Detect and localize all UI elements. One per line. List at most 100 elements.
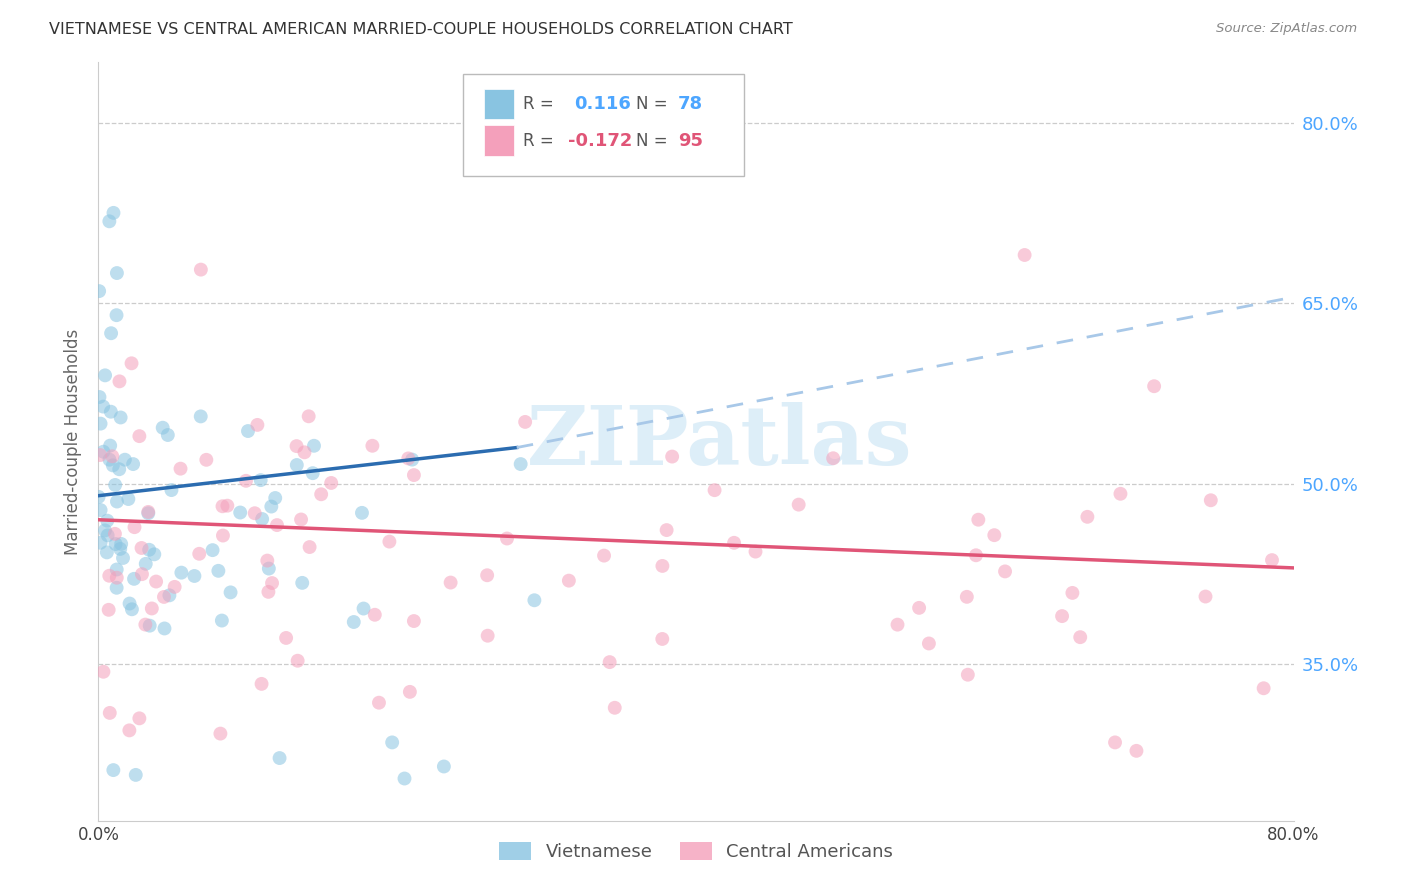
- Point: [956, 590, 979, 604]
- Point: [131, 567, 153, 582]
- Bar: [485, 89, 515, 120]
- Point: [1194, 590, 1216, 604]
- Point: [1125, 744, 1147, 758]
- Point: [394, 772, 416, 786]
- Point: [401, 452, 423, 467]
- Point: [136, 506, 159, 520]
- Y-axis label: Married-couple Households: Married-couple Households: [65, 328, 83, 555]
- Point: [558, 574, 581, 588]
- Point: [651, 558, 673, 573]
- Text: R =: R =: [523, 95, 554, 113]
- Point: [477, 629, 499, 643]
- Point: [128, 429, 150, 443]
- Point: [257, 585, 280, 599]
- Text: VIETNAMESE VS CENTRAL AMERICAN MARRIED-COUPLE HOUSEHOLDS CORRELATION CHART: VIETNAMESE VS CENTRAL AMERICAN MARRIED-C…: [49, 22, 793, 37]
- Point: [599, 655, 621, 669]
- Point: [350, 506, 373, 520]
- Point: [402, 614, 425, 628]
- Point: [153, 622, 176, 636]
- Point: [298, 409, 321, 424]
- Point: [378, 534, 401, 549]
- Point: [287, 654, 309, 668]
- Text: N =: N =: [637, 95, 668, 113]
- Text: 78: 78: [678, 95, 703, 113]
- Point: [104, 537, 127, 551]
- Text: -0.172: -0.172: [568, 131, 633, 150]
- Point: [256, 553, 278, 567]
- Point: [274, 631, 297, 645]
- Point: [250, 677, 273, 691]
- Point: [298, 540, 321, 554]
- Point: [94, 368, 117, 383]
- Bar: [485, 126, 515, 156]
- Legend: Vietnamese, Central Americans: Vietnamese, Central Americans: [491, 835, 901, 869]
- Point: [249, 473, 271, 487]
- Point: [103, 763, 125, 777]
- Point: [121, 356, 143, 370]
- Point: [94, 524, 117, 538]
- Point: [141, 601, 163, 615]
- Point: [110, 537, 132, 551]
- Point: [122, 572, 145, 586]
- Point: [723, 536, 745, 550]
- Point: [111, 551, 134, 566]
- Text: 95: 95: [678, 131, 703, 150]
- Point: [290, 512, 312, 526]
- Point: [1076, 509, 1098, 524]
- Point: [98, 439, 121, 453]
- Point: [156, 428, 179, 442]
- Point: [169, 461, 191, 475]
- Point: [209, 726, 232, 740]
- Point: [153, 590, 176, 604]
- Point: [105, 571, 128, 585]
- Point: [114, 452, 136, 467]
- Point: [125, 768, 148, 782]
- Point: [655, 523, 678, 537]
- Point: [90, 417, 112, 431]
- Point: [157, 588, 180, 602]
- Point: [101, 458, 124, 473]
- Text: Source: ZipAtlas.com: Source: ZipAtlas.com: [1216, 22, 1357, 36]
- Point: [152, 421, 174, 435]
- Point: [105, 581, 128, 595]
- Point: [908, 600, 931, 615]
- Point: [101, 450, 124, 464]
- Point: [250, 512, 273, 526]
- Point: [1109, 487, 1132, 501]
- Point: [603, 700, 626, 714]
- Point: [90, 503, 112, 517]
- Point: [190, 409, 212, 424]
- Point: [138, 618, 160, 632]
- Point: [98, 706, 121, 720]
- Point: [105, 494, 128, 508]
- Point: [399, 685, 422, 699]
- Point: [188, 547, 211, 561]
- Point: [89, 284, 111, 298]
- Point: [104, 526, 127, 541]
- Point: [266, 518, 288, 533]
- Point: [523, 593, 546, 607]
- Point: [956, 667, 979, 681]
- Point: [1261, 553, 1284, 567]
- Point: [967, 513, 990, 527]
- Point: [515, 415, 537, 429]
- Point: [994, 565, 1017, 579]
- Point: [143, 547, 166, 561]
- Point: [246, 417, 269, 432]
- Point: [118, 723, 141, 738]
- Point: [661, 450, 683, 464]
- Point: [108, 462, 131, 476]
- Point: [264, 491, 287, 505]
- Text: 0.116: 0.116: [574, 95, 631, 113]
- Point: [89, 390, 111, 404]
- Point: [97, 603, 120, 617]
- Point: [886, 617, 908, 632]
- Point: [103, 206, 125, 220]
- Point: [91, 400, 114, 414]
- Point: [100, 405, 122, 419]
- Text: R =: R =: [523, 131, 554, 150]
- Point: [1069, 630, 1091, 644]
- Point: [145, 574, 167, 589]
- Point: [321, 475, 343, 490]
- Point: [703, 483, 725, 498]
